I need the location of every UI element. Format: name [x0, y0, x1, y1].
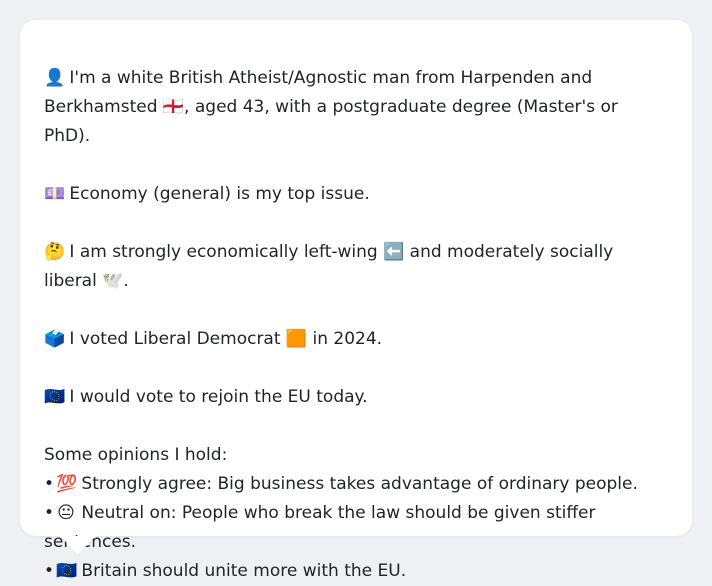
speech-bubble-tail	[60, 536, 96, 554]
bullet-dot: •	[44, 503, 55, 523]
opinions-list: • 💯 Strongly agree: Big business takes ad…	[44, 470, 668, 586]
neutral-face-icon: 😐	[57, 503, 75, 523]
opinions-heading: Some opinions I hold:	[44, 445, 228, 465]
eu-stance-line: 🇪🇺 I would vote to rejoin the EU today.	[44, 383, 668, 412]
ballot-box-icon: 🗳️	[44, 329, 66, 349]
thinking-face-icon: 🤔	[44, 242, 66, 262]
opinion-item: • 😐 Neutral on: People who break the law …	[44, 499, 668, 557]
opinion-item: • 💯 Strongly agree: Big business takes ad…	[44, 470, 668, 499]
persona-message-card: 👤 I'm a white British Atheist/Agnostic m…	[20, 20, 692, 581]
hundred-points-icon: 💯	[56, 474, 78, 494]
opinion-item: • 🇪🇺 Britain should unite more with the E…	[44, 557, 668, 586]
opinion-text: Britain should unite more with the EU.	[81, 561, 407, 581]
vote-history-line: 🗳️ I voted Liberal Democrat 🟧 in 2024.	[44, 325, 668, 354]
identity-text: I'm a white British Atheist/Agnostic man…	[44, 68, 618, 146]
top-issue-line: 💷 Economy (general) is my top issue.	[44, 180, 668, 209]
opinion-text: Strongly agree: Big business takes advan…	[81, 474, 638, 494]
eu-flag-icon: 🇪🇺	[44, 387, 66, 407]
bullet-dot: •	[44, 474, 55, 494]
political-leaning-text: I am strongly economically left-wing ⬅️ …	[44, 242, 614, 291]
person-icon: 👤	[44, 68, 66, 88]
top-issue-text: Economy (general) is my top issue.	[69, 184, 370, 204]
vote-history-text: I voted Liberal Democrat 🟧 in 2024.	[69, 329, 383, 349]
political-leaning-line: 🤔 I am strongly economically left-wing ⬅…	[44, 238, 668, 296]
bullet-dot: •	[44, 561, 55, 581]
persona-identity-line: 👤 I'm a white British Atheist/Agnostic m…	[44, 64, 668, 151]
eu-stance-text: I would vote to rejoin the EU today.	[69, 387, 368, 407]
eu-flag-icon: 🇪🇺	[56, 561, 78, 581]
opinion-text: Neutral on: People who break the law sho…	[44, 503, 596, 552]
money-icon: 💷	[44, 184, 66, 204]
